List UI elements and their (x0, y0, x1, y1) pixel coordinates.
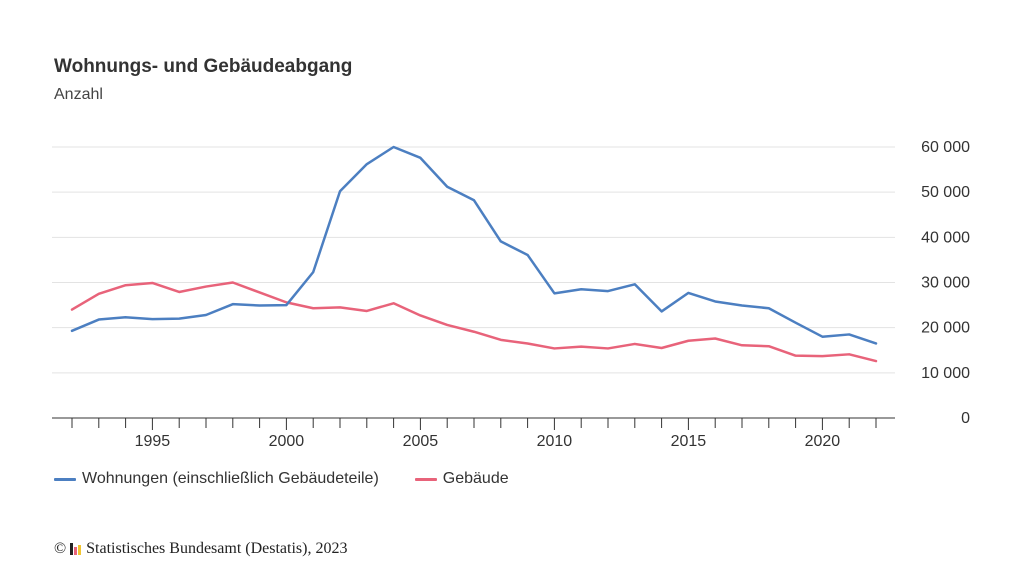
series-line-wohnungen (70, 145, 878, 345)
legend-item-gebaeude[interactable]: Gebäude (414, 470, 509, 488)
x-tick-label: 2020 (805, 433, 841, 450)
legend-label-wohnungen: Wohnungen (einschließlich Gebäudeteile) (82, 470, 379, 487)
legend-swatch-gebaeude (414, 477, 437, 481)
source-footer: © Statistisches Bundesamt (Destatis), 20… (54, 540, 347, 558)
y-tick-label: 20 000 (921, 320, 970, 337)
legend-label-gebaeude: Gebäude (442, 470, 509, 487)
x-tick-label: 2010 (537, 433, 573, 450)
x-tick-label: 1995 (135, 433, 171, 450)
x-tick-label: 2015 (671, 433, 707, 450)
destatis-logo-icon (70, 543, 82, 555)
copyright-symbol: © (54, 540, 67, 557)
y-tick-label: 60 000 (921, 139, 970, 156)
legend-item-wohnungen[interactable]: Wohnungen (einschließlich Gebäudeteile) (54, 470, 379, 488)
x-tick-label: 2005 (403, 433, 439, 450)
x-tick-label: 2000 (269, 433, 305, 450)
y-tick-label: 10 000 (921, 365, 970, 382)
legend-swatch-wohnungen (54, 477, 76, 481)
chart-legend: Wohnungen (einschließlich Gebäudeteile) … (54, 470, 545, 488)
series-line-gebaeude (70, 281, 878, 363)
y-tick-label: 50 000 (921, 184, 970, 201)
source-text: Statistisches Bundesamt (Destatis), 2023 (86, 540, 348, 557)
chart-subtitle: Anzahl (54, 86, 103, 103)
y-tick-label: 40 000 (921, 229, 970, 246)
chart-title: Wohnungs- und Gebäudeabgang (54, 56, 353, 77)
y-tick-label: 0 (961, 410, 970, 427)
y-tick-label: 30 000 (921, 275, 970, 292)
